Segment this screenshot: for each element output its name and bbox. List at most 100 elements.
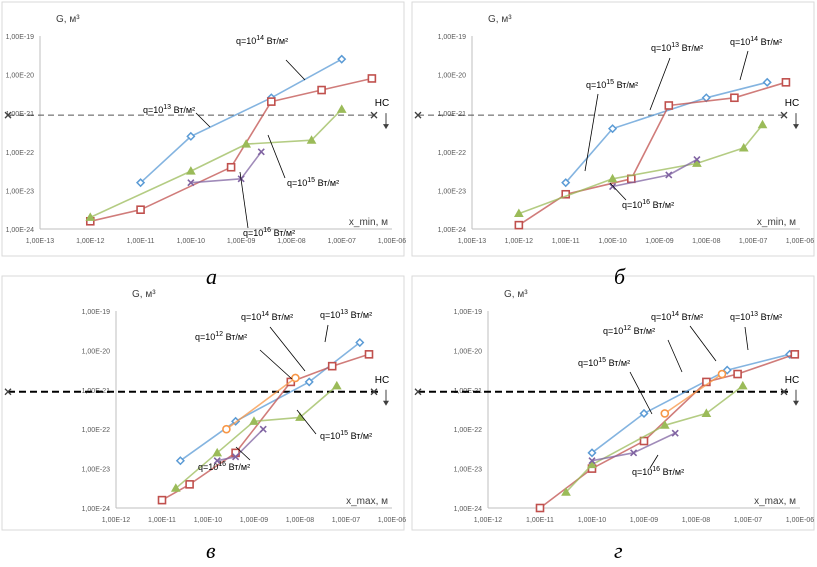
data-point-diamond: [561, 178, 571, 188]
data-point-diamond: [608, 124, 618, 134]
y-tick-label: 1,00E-24: [454, 506, 483, 513]
label-leader-line: [235, 446, 251, 461]
data-point-triangle: [757, 119, 768, 129]
data-point-diamond: [639, 408, 649, 419]
series-label: q=1014 Вт/м²: [241, 311, 293, 322]
x-tick-label: 1,00E-10: [194, 517, 223, 524]
series-label: q=1016 Вт/м²: [632, 466, 684, 477]
x-axis-label: x_min, м: [757, 217, 796, 228]
x-tick-label: 1,00E-12: [102, 517, 131, 524]
data-point-triangle: [306, 135, 317, 144]
label-leader-line: [269, 326, 306, 372]
data-point-triangle: [659, 420, 670, 429]
chart-panel-v: 1,00E-19 1,00E-20 1,00E-21 1,00E-22 1,00E-23…: [1, 275, 407, 531]
x-tick-label: 1,00E-13: [26, 238, 55, 245]
data-point-triangle: [607, 173, 618, 183]
x-tick-label: 1,00E-12: [505, 238, 534, 245]
data-point-diamond: [587, 448, 597, 458]
data-point-triangle: [737, 380, 748, 390]
data-point-circle: [660, 409, 670, 418]
x-tick-label: 1,00E-09: [645, 238, 674, 245]
threshold-arrow-head: [383, 124, 389, 130]
x-tick-label: 1,00E-08: [286, 517, 315, 524]
panel-frame: [1, 1, 405, 257]
series-line: [179, 341, 361, 462]
label-leader-line: [239, 171, 249, 229]
label-leader-line: [689, 325, 717, 362]
data-point-x: [187, 179, 195, 187]
x-tick-label: 1,00E-11: [127, 238, 155, 245]
data-point-triangle: [185, 166, 196, 175]
threshold-arrow-head: [793, 124, 799, 130]
data-point-triangle: [738, 142, 749, 152]
series-label: q=1016 Вт/м²: [622, 199, 674, 210]
y-axis-label: G, м³: [132, 289, 156, 300]
data-point-diamond: [186, 131, 196, 141]
series-label: q=1013 Вт/м²: [320, 309, 372, 320]
data-point-triangle: [212, 447, 223, 457]
y-tick-label: 1,00E-22: [454, 427, 483, 434]
threshold-end-marker: [370, 388, 378, 396]
y-tick-label: 1,00E-22: [82, 427, 111, 434]
data-point-x: [259, 425, 267, 433]
data-point-triangle: [561, 487, 571, 496]
series-label: q=1016 Вт/м²: [198, 461, 250, 472]
y-axis-label: G, м³: [504, 289, 528, 300]
label-leader-line: [744, 326, 749, 351]
data-point-square: [730, 93, 739, 103]
data-point-square: [364, 350, 374, 359]
threshold-label: НС: [375, 375, 389, 386]
x-tick-label: 1,00E-11: [148, 517, 176, 524]
x-tick-label: 1,00E-09: [227, 238, 256, 245]
x-axis-label: x_max, м: [346, 496, 388, 507]
x-axis-label: x_max, м: [754, 496, 796, 507]
x-tick-label: 1,00E-08: [682, 517, 711, 524]
series-label: q=1014 Вт/м²: [730, 36, 782, 47]
series-label: q=1012 Вт/м²: [603, 325, 655, 336]
data-point-square: [664, 101, 674, 110]
threshold-arrow-head: [793, 400, 799, 406]
data-point-diamond: [355, 337, 365, 348]
x-tick-label: 1,00E-07: [332, 517, 361, 524]
data-point-square: [157, 495, 167, 505]
x-axis-label: x_min, м: [349, 217, 388, 228]
data-point-triangle: [331, 380, 342, 390]
x-tick-label: 1,00E-06: [378, 517, 407, 524]
x-tick-label: 1,00E-06: [786, 517, 815, 524]
x-tick-label: 1,00E-10: [598, 238, 627, 245]
label-leader-line: [267, 134, 286, 179]
x-tick-label: 1,00E-10: [578, 517, 607, 524]
x-tick-label: 1,00E-11: [552, 238, 580, 245]
series-label: q=1013 Вт/м²: [651, 42, 703, 53]
y-tick-label: 1,00E-21: [82, 388, 111, 395]
data-point-triangle: [85, 212, 96, 221]
x-tick-label: 1,00E-10: [177, 238, 206, 245]
data-point-diamond: [304, 377, 314, 387]
y-tick-label: 1,00E-20: [6, 73, 35, 80]
series-label: q=1012 Вт/м²: [195, 331, 247, 342]
panel-caption-a: а: [206, 264, 217, 289]
series-label: q=1015 Вт/м²: [578, 357, 630, 368]
x-tick-label: 1,00E-13: [458, 238, 487, 245]
data-point-square: [267, 97, 276, 106]
series-line: [612, 158, 698, 188]
x-tick-label: 1,00E-07: [739, 238, 768, 245]
panel-caption-g: г: [614, 538, 623, 563]
chart-panel-b: 1,00E-191,00E-201,00E-211,00E-221,00E-23…: [411, 1, 815, 257]
x-tick-label: 1,00E-12: [76, 238, 105, 245]
label-leader-line: [195, 112, 211, 128]
series-line: [161, 353, 370, 501]
y-tick-label: 1,00E-19: [438, 34, 467, 41]
data-point-square: [317, 85, 326, 95]
data-point-x: [665, 171, 673, 179]
data-point-square: [790, 350, 800, 359]
x-tick-label: 1,00E-09: [630, 517, 659, 524]
y-tick-label: 1,00E-22: [438, 150, 467, 157]
panel-caption-b: б: [614, 264, 626, 289]
data-point-triangle: [170, 483, 181, 492]
series-label: q=1013 Вт/м²: [730, 311, 782, 322]
data-point-x: [693, 155, 701, 164]
data-point-triangle: [701, 408, 712, 417]
data-point-triangle: [336, 104, 347, 113]
data-point-square: [781, 78, 791, 87]
